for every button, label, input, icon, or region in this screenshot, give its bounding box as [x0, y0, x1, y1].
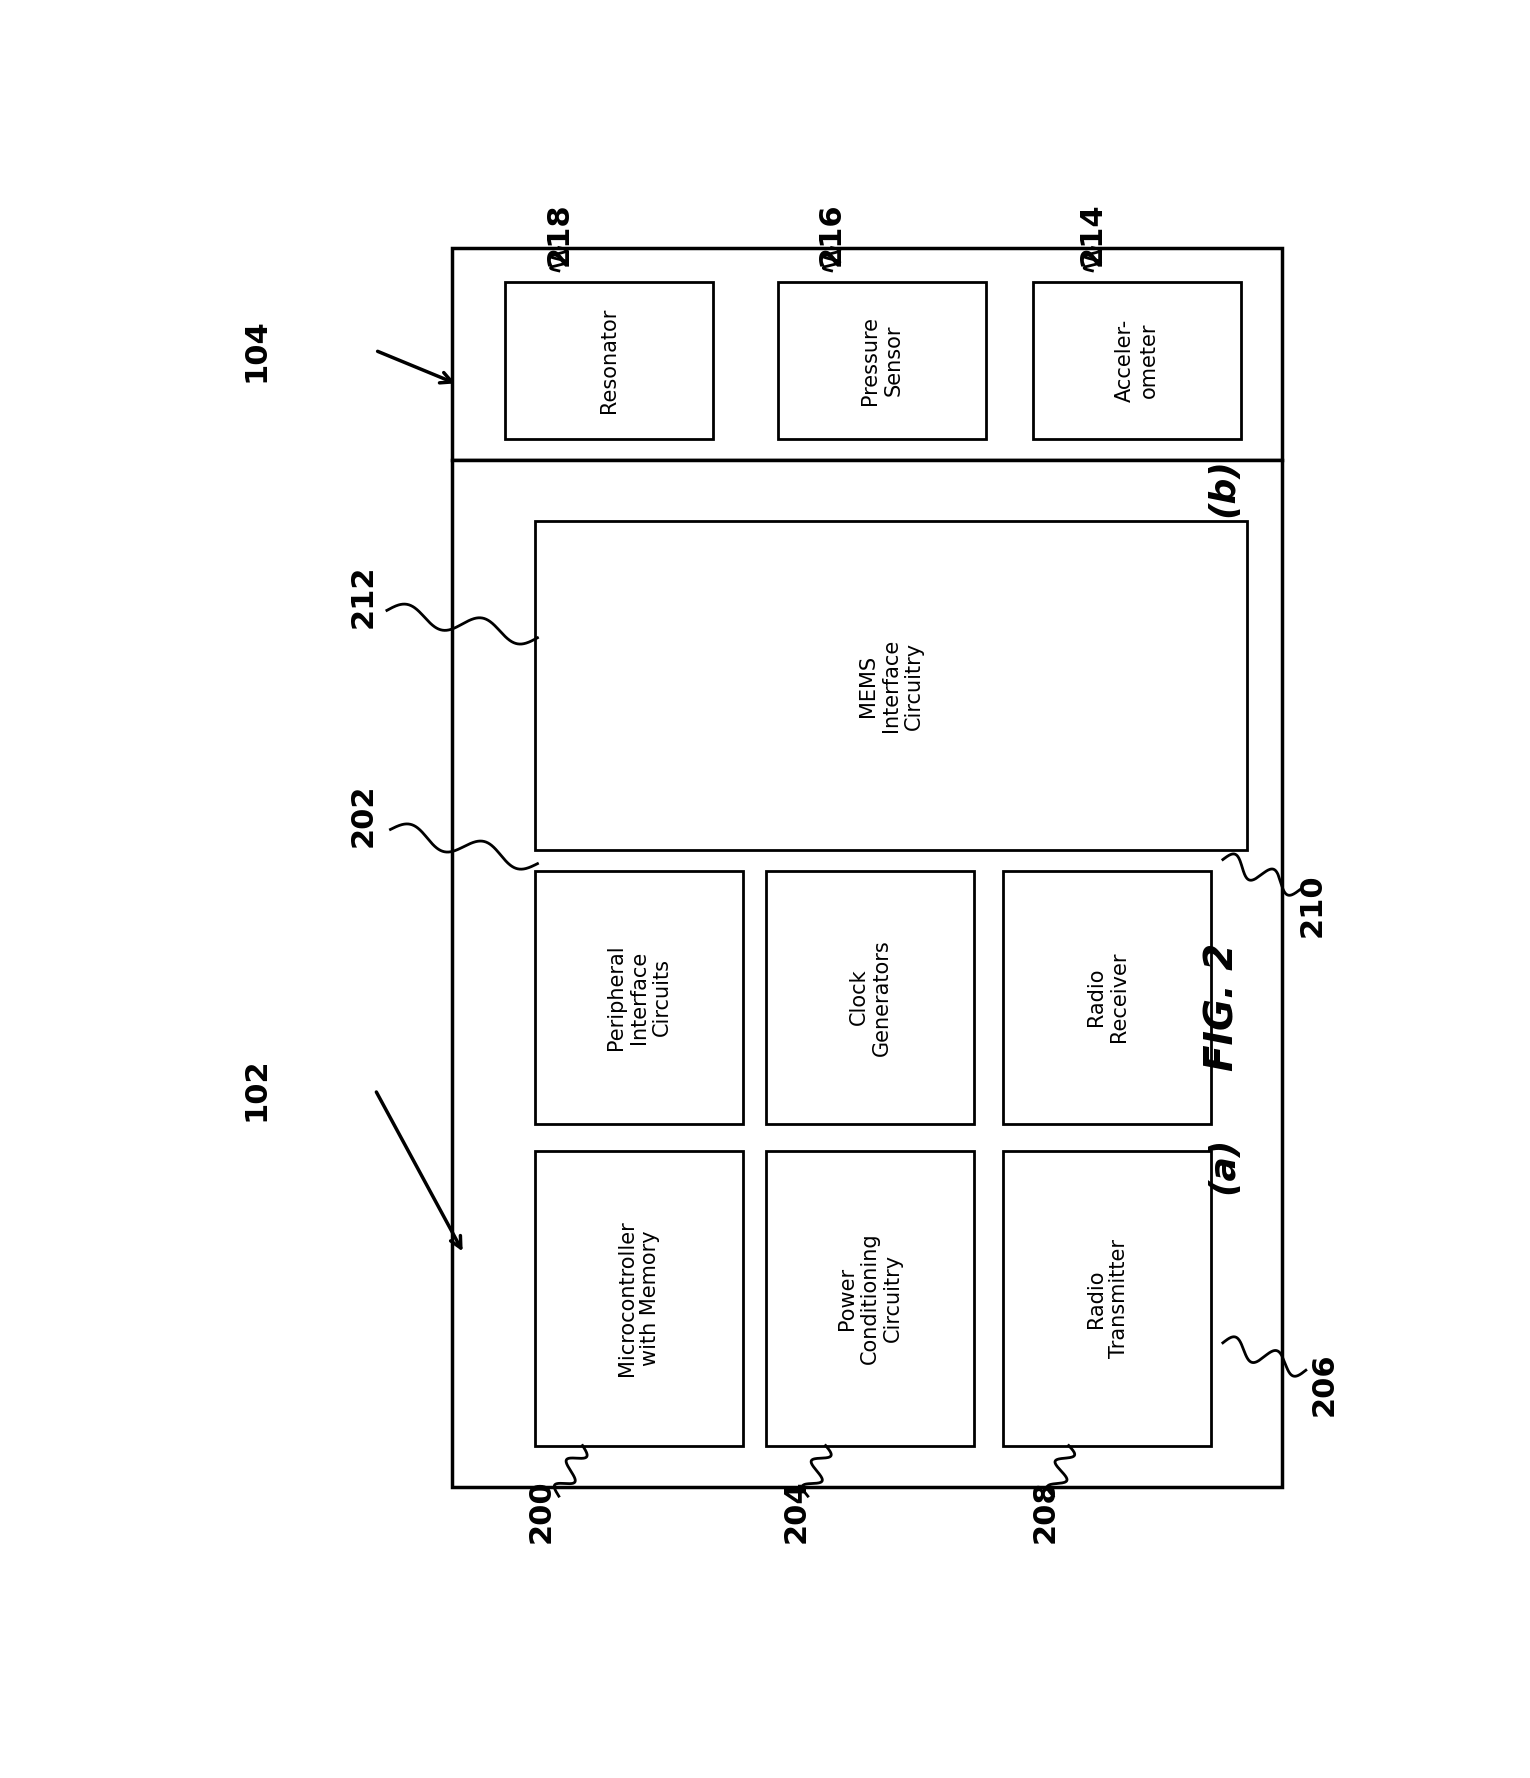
Text: 210: 210 — [1297, 873, 1327, 937]
Text: Microcontroller
with Memory: Microcontroller with Memory — [617, 1220, 661, 1376]
Text: 202: 202 — [349, 784, 378, 848]
Text: 218: 218 — [545, 203, 574, 265]
FancyBboxPatch shape — [536, 871, 742, 1124]
FancyBboxPatch shape — [453, 461, 1282, 1486]
FancyBboxPatch shape — [453, 247, 1282, 461]
Text: MEMS
Interface
Circuitry: MEMS Interface Circuitry — [858, 638, 924, 733]
Text: 212: 212 — [349, 565, 378, 628]
Text: Radio
Receiver: Radio Receiver — [1086, 951, 1129, 1042]
FancyBboxPatch shape — [536, 1150, 742, 1446]
Text: 102: 102 — [242, 1058, 271, 1122]
FancyBboxPatch shape — [1033, 281, 1241, 439]
FancyBboxPatch shape — [1004, 1150, 1212, 1446]
Text: FIG. 2: FIG. 2 — [1204, 944, 1242, 1072]
Text: Pressure
Sensor: Pressure Sensor — [860, 316, 904, 405]
FancyBboxPatch shape — [505, 281, 713, 439]
Text: Resonator: Resonator — [600, 308, 620, 412]
FancyBboxPatch shape — [767, 1150, 973, 1446]
Text: Radio
Transmitter: Radio Transmitter — [1086, 1239, 1129, 1358]
Text: 214: 214 — [1079, 203, 1106, 265]
FancyBboxPatch shape — [1004, 871, 1212, 1124]
FancyBboxPatch shape — [536, 521, 1247, 850]
Text: (a): (a) — [1206, 1136, 1239, 1193]
Text: 204: 204 — [782, 1479, 811, 1543]
Text: 206: 206 — [1310, 1351, 1339, 1415]
FancyBboxPatch shape — [779, 281, 985, 439]
Text: 216: 216 — [817, 203, 846, 265]
Text: 104: 104 — [242, 318, 271, 382]
Text: (b): (b) — [1206, 457, 1239, 517]
Text: Clock
Generators: Clock Generators — [849, 939, 892, 1056]
Text: Power
Conditioning
Circuitry: Power Conditioning Circuitry — [837, 1232, 903, 1364]
Text: Acceler-
ometer: Acceler- ometer — [1115, 318, 1158, 402]
Text: 208: 208 — [1031, 1479, 1059, 1543]
Text: Peripheral
Interface
Circuits: Peripheral Interface Circuits — [606, 944, 672, 1051]
FancyBboxPatch shape — [767, 871, 973, 1124]
Text: 200: 200 — [526, 1479, 555, 1543]
